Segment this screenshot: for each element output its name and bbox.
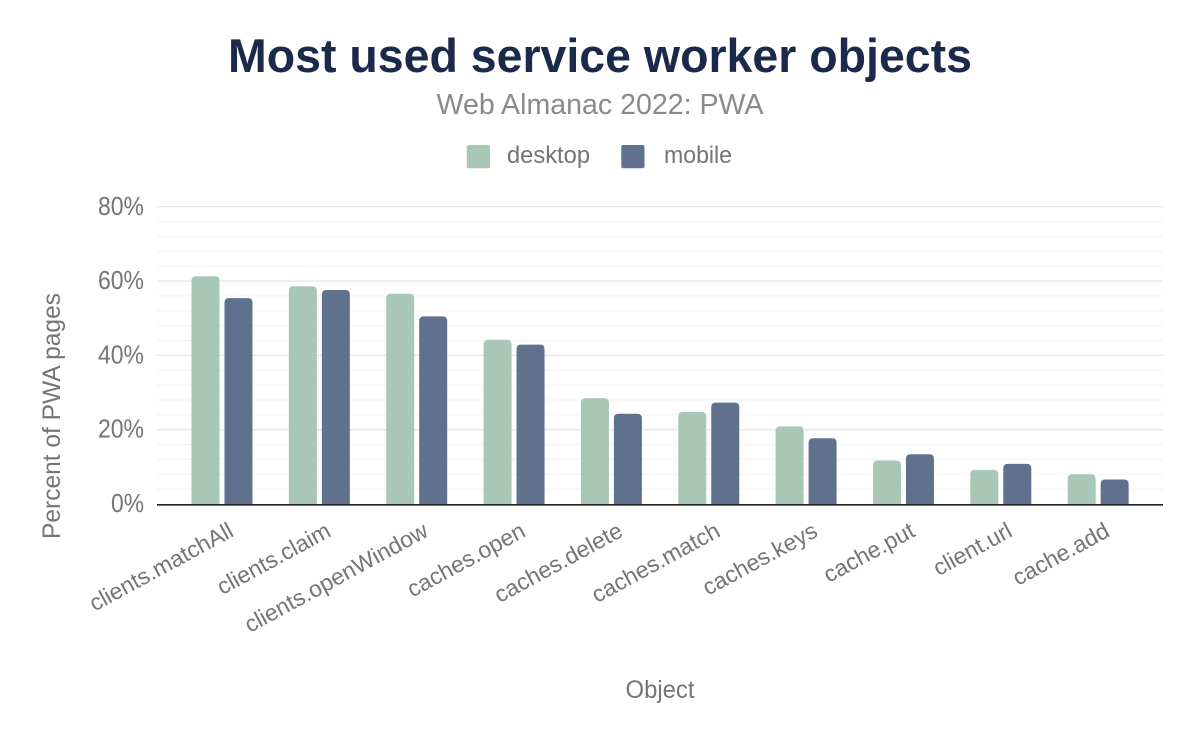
svg-text:40%: 40%: [98, 339, 144, 369]
svg-text:desktop: desktop: [507, 142, 590, 169]
svg-text:Web Almanac 2022: PWA: Web Almanac 2022: PWA: [437, 89, 765, 121]
svg-text:60%: 60%: [98, 265, 144, 295]
svg-text:mobile: mobile: [664, 142, 732, 169]
svg-text:0%: 0%: [111, 488, 144, 518]
svg-text:80%: 80%: [98, 191, 144, 221]
svg-text:Object: Object: [626, 676, 695, 704]
svg-text:Percent of PWA pages: Percent of PWA pages: [38, 293, 66, 539]
svg-text:20%: 20%: [98, 414, 144, 444]
svg-text:Most used service worker objec: Most used service worker objects: [228, 29, 972, 82]
